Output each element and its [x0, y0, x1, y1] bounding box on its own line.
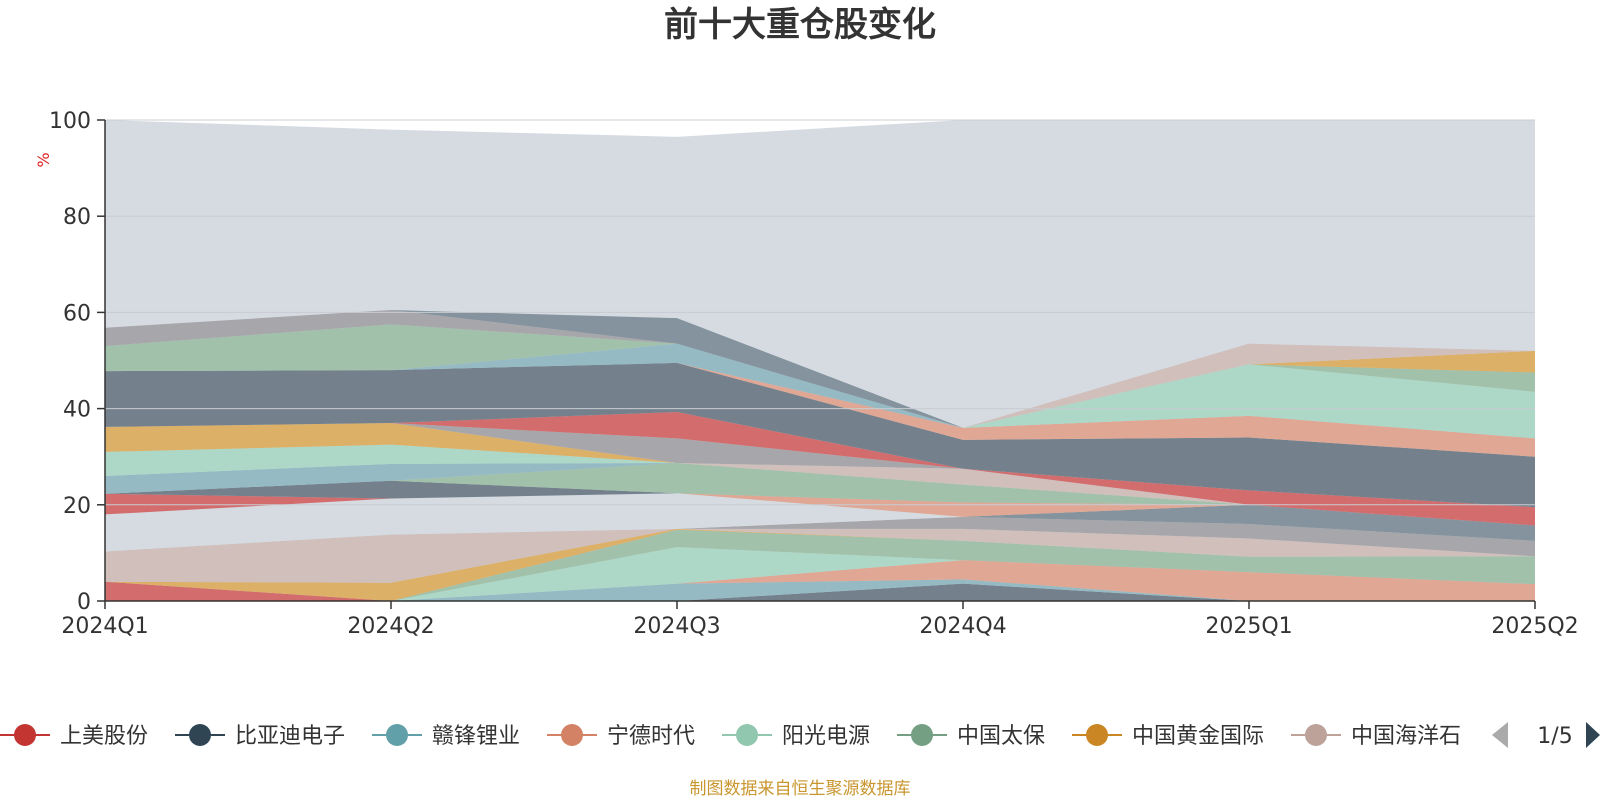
legend-marker-icon: [386, 724, 408, 746]
area-band-25: [105, 362, 1535, 428]
legend-marker-icon: [1086, 724, 1108, 746]
y-tick-label-0: 0: [77, 590, 91, 615]
x-tick-label-2024Q2: 2024Q2: [347, 614, 434, 639]
area-band-24: [105, 362, 1535, 439]
x-tick-label-2024Q4: 2024Q4: [919, 614, 1006, 639]
legend-label: 中国黄金国际: [1132, 724, 1264, 749]
legend-label: 中国海洋石: [1351, 724, 1461, 749]
pager-prev-icon[interactable]: [1492, 722, 1508, 748]
area-band-18: [105, 444, 1535, 526]
grid-lines: [105, 119, 1535, 506]
data-source-note: 制图数据来自恒生聚源数据库: [689, 779, 911, 799]
legend[interactable]: 上美股份 比亚迪电子 赣锋锂业 宁德时代 阳光电源 中国太保 中国黄金国际 中国海洋石 1/5: [0, 722, 1600, 749]
pager-next-icon[interactable]: [1586, 722, 1600, 748]
area-band-30: [105, 309, 1535, 428]
area-band-12: [105, 493, 1535, 526]
legend-item-5[interactable]: 阳光电源: [722, 724, 870, 749]
legend-pager[interactable]: 1/5: [1492, 722, 1600, 749]
x-tick-label-2024Q1: 2024Q1: [61, 614, 148, 639]
area-band-29: [105, 324, 1535, 428]
area-layers: [105, 120, 1535, 601]
area-band-2: [105, 583, 1535, 601]
y-tick-label-100: 100: [49, 109, 91, 134]
chart-title: 前十大重仓股变化: [664, 5, 936, 45]
legend-label: 宁德时代: [607, 724, 695, 749]
legend-label: 上美股份: [60, 724, 148, 749]
legend-item-8[interactable]: 中国海洋石: [1291, 724, 1461, 749]
area-band-27: [105, 343, 1535, 428]
legend-item-7[interactable]: 中国黄金国际: [1072, 724, 1264, 749]
legend-item-6[interactable]: 中国太保: [897, 724, 1045, 749]
area-band-26: [105, 350, 1535, 428]
area-band-4: [105, 560, 1535, 601]
area-band-8: [105, 528, 1535, 583]
area-band-9: [105, 516, 1535, 557]
area-band-14: [105, 480, 1535, 526]
area-band-21: [105, 411, 1535, 526]
area-band-13: [105, 480, 1535, 526]
area-band-22: [105, 362, 1535, 508]
legend-item-1[interactable]: 上美股份: [0, 724, 148, 749]
legend-marker-icon: [14, 724, 36, 746]
y-tick-label-40: 40: [63, 398, 91, 423]
legend-marker-icon: [561, 724, 583, 746]
pager-label: 1/5: [1537, 724, 1572, 749]
x-tick-label-2024Q3: 2024Q3: [633, 614, 720, 639]
legend-item-3[interactable]: 赣锋锂业: [372, 724, 520, 749]
legend-item-4[interactable]: 宁德时代: [547, 724, 695, 749]
area-band-11: [105, 493, 1535, 552]
axes: 0 20 40 60 80 100 2024Q1 2024Q2 2024Q3 2024Q4 2025…: [49, 109, 1579, 639]
y-tick-label-60: 60: [63, 301, 91, 326]
y-tick-label-80: 80: [63, 205, 91, 230]
y-axis-unit-label: %: [34, 152, 53, 167]
area-band-1: [105, 581, 1535, 601]
legend-item-2[interactable]: 比亚迪电子: [175, 724, 345, 749]
legend-label: 中国太保: [957, 724, 1045, 749]
area-band-15: [105, 462, 1535, 526]
area-band-7: [105, 528, 1535, 601]
area-band-5: [105, 547, 1535, 601]
legend-marker-icon: [736, 724, 758, 746]
legend-marker-icon: [911, 724, 933, 746]
x-tick-label-2025Q2: 2025Q2: [1491, 614, 1578, 639]
area-band-23: [105, 362, 1535, 457]
area-band-19: [105, 423, 1535, 526]
legend-marker-icon: [189, 724, 211, 746]
x-tick-label-2025Q1: 2025Q1: [1205, 614, 1292, 639]
y-tick-label-20: 20: [63, 494, 91, 519]
area-band-10: [105, 504, 1535, 552]
legend-marker-icon: [1305, 724, 1327, 746]
legend-label: 比亚迪电子: [235, 724, 345, 749]
legend-label: 阳光电源: [782, 724, 870, 749]
legend-label: 赣锋锂业: [432, 724, 520, 749]
